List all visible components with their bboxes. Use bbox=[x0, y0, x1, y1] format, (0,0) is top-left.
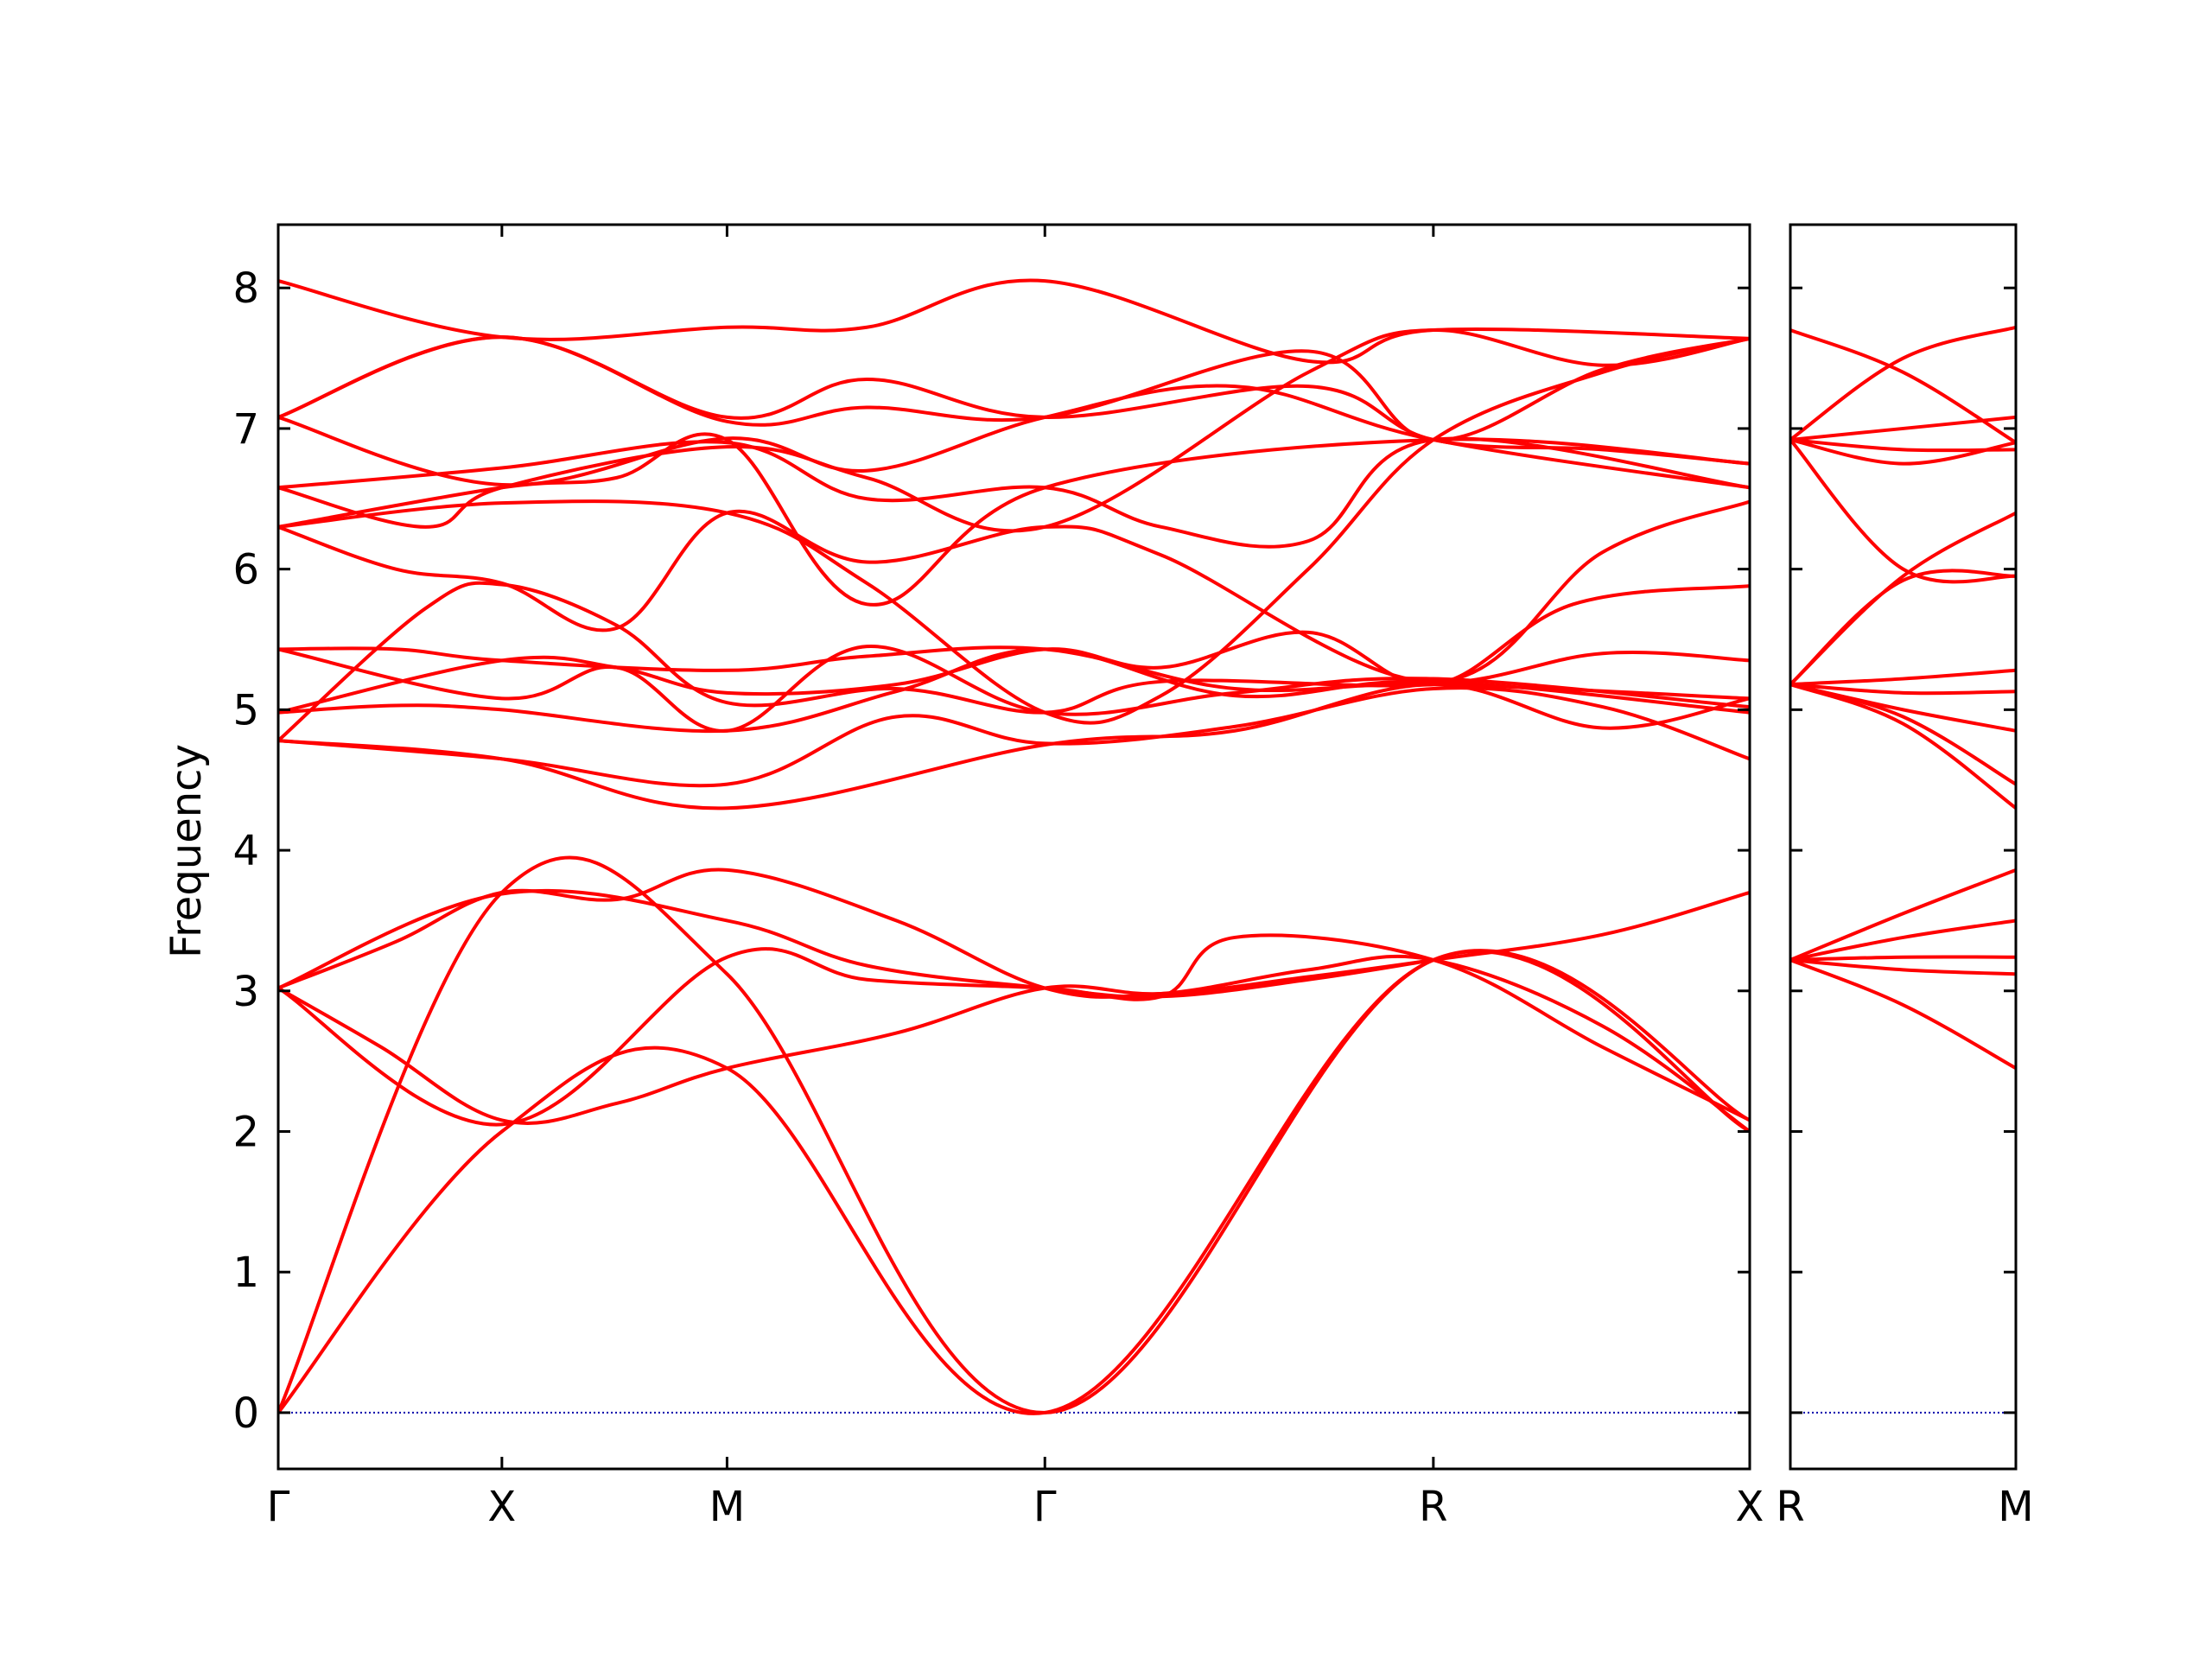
band-side-16 bbox=[1790, 415, 2016, 442]
band-side-6 bbox=[1790, 683, 2016, 810]
x-tick-label: M bbox=[1998, 1483, 2033, 1531]
band-side-9 bbox=[1790, 683, 2016, 696]
y-tick-label: 1 bbox=[232, 1249, 259, 1297]
x-tick-label: X bbox=[487, 1483, 516, 1531]
band-main-4 bbox=[278, 868, 1750, 1134]
x-tick-label: M bbox=[709, 1483, 745, 1531]
band-main-18 bbox=[278, 432, 1750, 607]
band-main-2 bbox=[278, 855, 1750, 1414]
band-main-7 bbox=[278, 683, 1750, 810]
y-tick-label: 8 bbox=[232, 264, 259, 313]
band-main-6 bbox=[278, 888, 1435, 999]
band-main-19 bbox=[278, 384, 1750, 490]
band-side-1 bbox=[1790, 957, 2016, 1071]
y-tick-label: 4 bbox=[232, 827, 259, 875]
band-side-5 bbox=[1790, 868, 2016, 962]
y-tick-label: 0 bbox=[232, 1389, 259, 1438]
band-side-17 bbox=[1790, 325, 2016, 442]
y-tick-label: 2 bbox=[232, 1108, 259, 1156]
band-main-22 bbox=[278, 335, 1750, 442]
main-panel: 0 1 2 3 4 5 6 7 8 Γ X M Γ R X bbox=[232, 223, 1764, 1531]
y-tick-label: 5 bbox=[232, 686, 259, 734]
band-main-1 bbox=[278, 950, 1750, 1415]
band-main-14 bbox=[278, 336, 1750, 725]
band-main-3 bbox=[278, 890, 1750, 1125]
band-side-7 bbox=[1790, 683, 2016, 786]
y-axis-label: Frequency bbox=[162, 744, 211, 958]
band-side-3 bbox=[1790, 955, 2016, 962]
band-main-8 bbox=[278, 686, 1750, 788]
band-side-10 bbox=[1790, 668, 2016, 687]
x-tick-label: Γ bbox=[1033, 1483, 1057, 1531]
band-side-8 bbox=[1790, 683, 2016, 733]
x-tick-label: R bbox=[1776, 1483, 1804, 1531]
y-tick-label: 3 bbox=[232, 968, 259, 1016]
band-main-9 bbox=[278, 581, 1750, 743]
band-main-13 bbox=[278, 645, 1750, 733]
band-side-11 bbox=[1790, 569, 2016, 687]
band-side-4 bbox=[1790, 918, 2016, 962]
band-side-18 bbox=[1790, 328, 2016, 445]
band-main-16 bbox=[278, 328, 1750, 533]
band-main-15 bbox=[278, 499, 1750, 683]
x-tick-label: Γ bbox=[267, 1483, 290, 1531]
band-side-12 bbox=[1790, 511, 2016, 687]
band-main-12 bbox=[278, 645, 1750, 701]
band-main-5 bbox=[278, 933, 1750, 1127]
x-tick-label: X bbox=[1736, 1483, 1764, 1531]
band-side-2 bbox=[1790, 957, 2016, 976]
x-tick-label: R bbox=[1419, 1483, 1447, 1531]
axes-frame-main bbox=[276, 223, 1751, 1471]
y-tick-label: 6 bbox=[232, 546, 259, 594]
band-side-13 bbox=[1790, 437, 2016, 584]
band-side-15 bbox=[1790, 437, 2016, 453]
y-tick-label: 7 bbox=[232, 405, 259, 454]
axes-frame-side bbox=[1789, 223, 2018, 1471]
